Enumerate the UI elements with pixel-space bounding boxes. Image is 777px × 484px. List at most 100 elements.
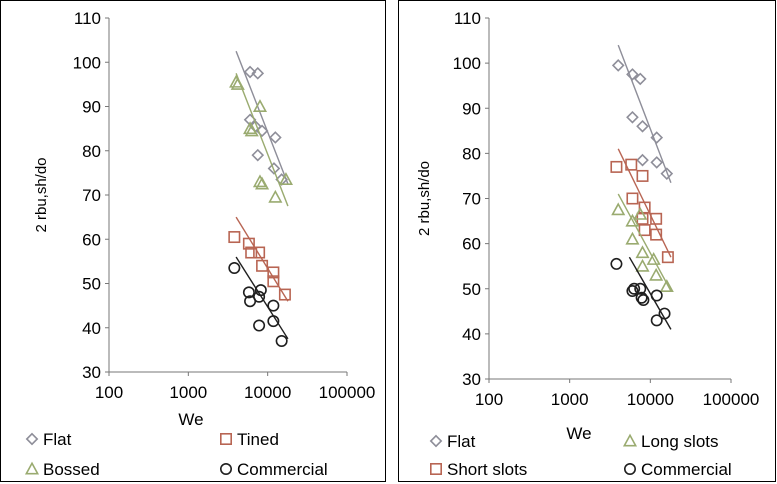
data-point-flat [636, 119, 649, 133]
data-point-commercial [267, 299, 280, 312]
data-point-commercial [244, 295, 257, 308]
trendline-commercial [628, 256, 672, 330]
data-point-long-slots [646, 252, 661, 265]
data-point-tined [278, 288, 291, 301]
x-axis-label: We [566, 424, 591, 443]
data-point-bossed [268, 189, 283, 203]
data-point-bossed [252, 99, 268, 112]
data-point-commercial [634, 282, 647, 295]
data-point-short-slots [636, 169, 649, 182]
data-point-short-slots [638, 224, 651, 237]
data-point-commercial [658, 307, 671, 320]
data-point-tined [256, 259, 269, 272]
legend-label-short-slots: Short slots [447, 460, 527, 479]
data-point-flat [251, 148, 265, 162]
legend-marker-flat [429, 434, 443, 448]
data-point-long-slots [633, 206, 648, 220]
legend-label-long-slots: Long slots [641, 432, 719, 451]
data-point-commercial [650, 314, 663, 327]
data-point-short-slots [650, 212, 663, 225]
data-point-long-slots [659, 279, 674, 292]
y-tick-label: 30 [82, 363, 101, 382]
legend-marker-short-slots [429, 462, 442, 475]
data-point-long-slots [625, 231, 640, 245]
trendline-flat [617, 44, 672, 183]
x-tick-label: 100000 [319, 383, 376, 402]
y-tick-label: 110 [454, 9, 481, 28]
x-tick-label: 1000 [551, 390, 589, 409]
data-point-commercial [275, 335, 288, 348]
y-tick-label: 50 [462, 280, 481, 299]
x-tick-label: 100 [475, 390, 503, 409]
data-point-commercial [267, 315, 280, 328]
y-tick-label: 80 [82, 142, 101, 161]
data-point-commercial [626, 285, 639, 298]
data-point-short-slots [650, 228, 663, 241]
data-point-commercial [637, 294, 650, 307]
legend-label-tined: Tined [237, 430, 279, 449]
data-point-flat [650, 131, 664, 144]
chart-panel-left: 30 40 50 60 70 80 90 100 110 100 1000 10000 100000 We… [0, 0, 386, 482]
data-point-long-slots [625, 213, 640, 227]
data-point-commercial [628, 282, 641, 295]
legend-marker-commercial [624, 462, 637, 475]
data-point-bossed [230, 77, 245, 90]
data-point-tined [228, 231, 241, 244]
chart-left-svg: 30 40 50 60 70 80 90 100 110 100 1000 10000 100000 We… [24, 9, 376, 479]
data-point-flat [660, 167, 674, 181]
data-point-bossed [244, 123, 259, 137]
data-point-long-slots [635, 245, 650, 259]
data-point-tined [242, 237, 255, 250]
data-point-flat [243, 65, 257, 79]
legend-label-commercial: Commercial [237, 460, 328, 479]
x-tick-label: 100 [95, 383, 123, 402]
data-point-long-slots [649, 267, 664, 281]
data-point-short-slots [626, 192, 639, 205]
y-tick-label: 110 [74, 9, 101, 28]
data-point-commercial [635, 291, 648, 304]
trendline-long-slots [617, 193, 672, 292]
data-point-tined [267, 275, 280, 288]
y-axis-label: 2 rbu,sh/do [416, 161, 433, 236]
y-tick-label: 70 [82, 186, 101, 205]
x-axis-label: We [178, 410, 203, 429]
y-tick-label: 60 [82, 230, 101, 249]
data-point-long-slots [611, 202, 626, 216]
legend-label-bossed: Bossed [43, 460, 100, 479]
y-tick-label: 100 [453, 54, 481, 73]
data-point-long-slots [635, 258, 650, 272]
y-tick-label: 90 [82, 98, 101, 117]
data-point-flat [633, 72, 647, 86]
y-tick-label: 80 [462, 144, 481, 163]
legend-label-flat: Flat [447, 432, 476, 451]
data-point-flat [650, 156, 664, 169]
x-tick-label: 10000 [244, 383, 291, 402]
y-tick-label: 100 [73, 53, 101, 72]
data-point-flat [611, 59, 625, 72]
legend-marker-commercial [220, 462, 233, 475]
legend-marker-bossed [24, 461, 40, 475]
chart-right-svg: 30 40 50 60 70 80 90 100 110 100 1000 10000 100000 We… [416, 9, 760, 479]
data-point-commercial [242, 286, 255, 299]
data-point-commercial [650, 289, 663, 302]
data-point-flat [269, 131, 282, 144]
data-point-short-slots [625, 158, 638, 171]
data-point-flat [251, 66, 265, 80]
legend-marker-flat [25, 432, 39, 446]
data-point-bossed [278, 172, 293, 186]
data-point-short-slots [661, 251, 674, 264]
data-point-tined [267, 266, 280, 279]
y-tick-label: 40 [462, 325, 481, 344]
data-point-tined [253, 246, 266, 259]
y-tick-label: 60 [462, 235, 481, 254]
y-tick-label: 40 [82, 319, 101, 338]
data-point-short-slots [638, 201, 651, 214]
legend-label-flat: Flat [43, 430, 72, 449]
x-tick-label: 1000 [169, 383, 207, 402]
x-tick-label: 100000 [703, 390, 760, 409]
legend-marker-long-slots [622, 433, 638, 447]
y-axis-label: 2 rbu,sh/do [33, 157, 50, 232]
data-point-flat [267, 162, 281, 175]
data-point-commercial [254, 284, 267, 297]
legend-label-commercial: Commercial [641, 460, 732, 479]
